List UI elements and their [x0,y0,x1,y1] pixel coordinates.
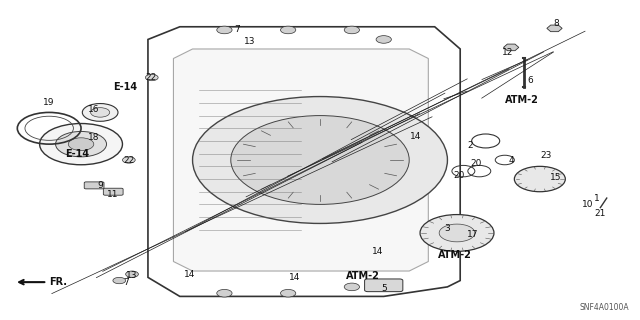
Text: E-14: E-14 [65,149,89,159]
Text: 15: 15 [550,173,561,182]
Text: 7: 7 [123,278,129,287]
Circle shape [145,74,158,81]
Text: SNF4A0100A: SNF4A0100A [579,303,629,312]
Text: 16: 16 [88,105,100,114]
Text: 6: 6 [527,76,533,85]
Text: 13: 13 [126,271,138,280]
Text: 13: 13 [244,36,255,45]
Circle shape [231,116,409,204]
Circle shape [83,104,118,121]
Text: ATM-2: ATM-2 [346,271,380,281]
Text: ATM-2: ATM-2 [505,95,539,105]
Text: 14: 14 [289,273,300,282]
Circle shape [376,36,392,43]
Text: 19: 19 [44,99,55,108]
Text: FR.: FR. [49,277,67,287]
Text: 2: 2 [467,141,472,150]
Text: 18: 18 [88,133,100,142]
Text: 8: 8 [553,19,559,28]
Text: 20: 20 [453,172,465,180]
Text: 9: 9 [97,181,103,190]
Circle shape [113,277,125,284]
Text: 23: 23 [541,151,552,160]
FancyBboxPatch shape [103,188,123,195]
Circle shape [125,271,138,277]
Text: 10: 10 [582,200,593,209]
Circle shape [217,26,232,34]
Text: 22: 22 [145,73,157,82]
Text: 14: 14 [184,270,195,279]
Text: 4: 4 [508,156,514,164]
Text: 1: 1 [595,194,600,203]
Circle shape [420,215,494,252]
Circle shape [344,26,360,34]
Circle shape [439,224,475,242]
Text: 5: 5 [381,284,387,293]
Text: 3: 3 [445,224,451,233]
Text: E-14: E-14 [113,82,137,92]
Text: ATM-2: ATM-2 [438,250,472,260]
Text: 21: 21 [595,209,606,219]
Circle shape [344,283,360,291]
Circle shape [193,97,447,223]
Circle shape [68,138,94,150]
Circle shape [217,289,232,297]
Circle shape [91,108,109,117]
Text: 12: 12 [502,48,514,57]
Circle shape [40,124,122,165]
Circle shape [56,132,106,157]
Text: 22: 22 [124,156,134,164]
FancyBboxPatch shape [84,182,104,189]
Text: 14: 14 [372,247,383,257]
Circle shape [515,166,565,192]
Circle shape [280,26,296,34]
Text: 20: 20 [470,159,482,168]
Polygon shape [504,44,519,51]
Polygon shape [173,49,428,271]
Circle shape [280,289,296,297]
Circle shape [122,157,135,163]
Polygon shape [547,25,562,32]
Text: 14: 14 [410,132,421,141]
Text: 17: 17 [467,230,479,239]
Text: 11: 11 [107,190,118,199]
FancyBboxPatch shape [365,279,403,292]
Text: 7: 7 [234,25,240,35]
